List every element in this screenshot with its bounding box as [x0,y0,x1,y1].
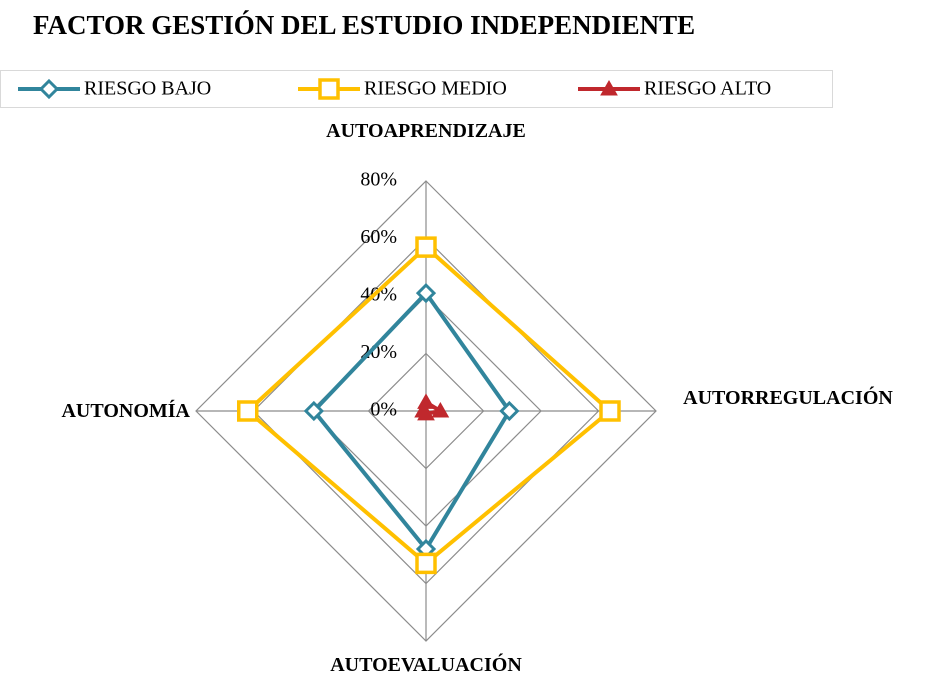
marker [237,400,259,422]
tick-label: 60% [360,226,397,248]
marker [415,283,437,304]
category-label: AUTORREGULACIÓN [683,387,893,409]
tick-label: 80% [360,169,397,191]
series-line [311,289,512,553]
marker [415,236,437,258]
marker [415,552,437,575]
tick-label: 0% [370,399,397,421]
marker [318,78,340,100]
marker [431,401,450,418]
legend-label: RIESGO ALTO [644,78,771,100]
marker [599,400,621,422]
category-label: AUTOAPRENDIZAJE [326,120,526,142]
legend-box [0,70,833,108]
category-label: AUTOEVALUACIÓN [330,654,522,676]
marker [600,79,618,96]
marker [38,78,60,100]
marker [499,400,520,422]
marker [303,400,324,422]
legend-label: RIESGO BAJO [84,78,211,100]
marker [414,401,432,418]
category-label: AUTONOMÍA [61,400,190,422]
legend-label: RIESGO MEDIO [364,78,507,100]
tick-label: 20% [360,341,397,363]
chart-title: FACTOR GESTIÓN DEL ESTUDIO INDEPENDIENTE [33,10,696,40]
